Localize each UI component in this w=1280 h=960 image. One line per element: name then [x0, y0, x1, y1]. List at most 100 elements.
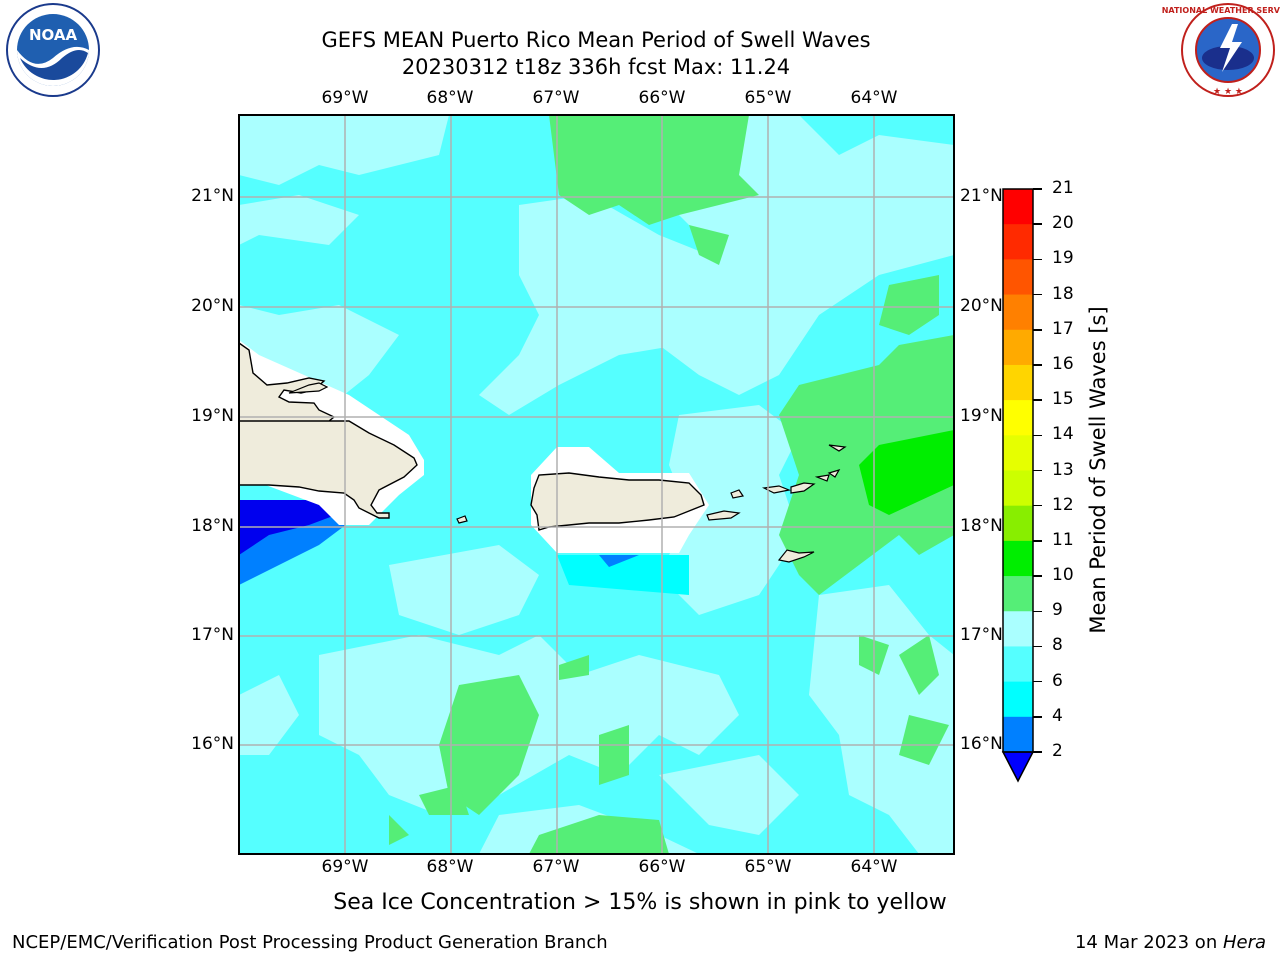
footer-branch: NCEP/EMC/Verification Post Processing Pr…: [12, 932, 608, 953]
colorbar-tick-label: 2: [1052, 741, 1063, 761]
graticule: [239, 115, 954, 854]
colorbar-bin: [1003, 611, 1033, 647]
lat-label-right: 21°N: [960, 186, 1003, 206]
svg-text:★ ★ ★: ★ ★ ★: [1213, 87, 1243, 97]
colorbar-bin: [1003, 540, 1033, 577]
colorbar-tick-label: 10: [1052, 565, 1074, 586]
st-croix: [777, 549, 815, 563]
colorbar-tick-label: 13: [1052, 459, 1074, 480]
colorbar-bin: [1003, 329, 1033, 366]
colorbar-extend-triangle: [1001, 751, 1035, 783]
colorbar-tick-mark: [1033, 188, 1042, 190]
lon-label-bottom: 65°W: [744, 857, 792, 877]
swell-field-2-4-pr: [599, 555, 639, 567]
lon-label-bottom: 68°W: [426, 857, 474, 877]
lon-label-bottom: 64°W: [850, 857, 898, 877]
colorbar-tick-label: 11: [1052, 529, 1074, 550]
lon-label-bottom: 67°W: [532, 857, 580, 877]
colorbar-tick-label: 17: [1052, 318, 1074, 339]
lon-label-top: 69°W: [321, 88, 369, 108]
colorbar-tick-mark: [1033, 716, 1042, 718]
colorbar-tick-mark: [1033, 399, 1042, 401]
lat-label-left: 17°N: [191, 625, 234, 645]
colorbar-tick-label: 12: [1052, 494, 1074, 515]
footer-date: 14 Mar 2023 on Hera: [1075, 932, 1266, 953]
colorbar: [1001, 188, 1035, 783]
colorbar-tick-mark: [1033, 434, 1042, 437]
footer-date-text: 14 Mar 2023 on: [1074, 932, 1223, 953]
colorbar-tick-mark: [1033, 364, 1042, 366]
map-panel: [238, 114, 955, 855]
colorbar-bin: [1003, 716, 1033, 753]
colorbar-bin: [1003, 364, 1033, 401]
colorbar-tick-mark: [1033, 258, 1042, 261]
colorbar-bin: [1003, 435, 1033, 471]
colorbar-tick-label: 18: [1052, 283, 1074, 304]
colorbar-tick-mark: [1033, 293, 1042, 296]
colorbar-tick-mark: [1033, 645, 1042, 648]
lat-label-right: 20°N: [960, 296, 1003, 316]
lat-label-left: 18°N: [191, 516, 234, 536]
lat-label-left: 19°N: [191, 406, 234, 426]
colorbar-bin: [1003, 224, 1033, 260]
noaa-logo-text: NOAA: [29, 26, 78, 44]
colorbar-tick-label: 6: [1052, 670, 1063, 691]
colorbar-tick-mark: [1033, 329, 1042, 331]
colorbar-tick-label: 16: [1052, 353, 1074, 374]
colorbar-tick-label: 8: [1052, 635, 1063, 656]
colorbar-tick-mark: [1033, 469, 1042, 472]
lon-label-top: 64°W: [850, 88, 898, 108]
lat-label-left: 20°N: [191, 296, 234, 316]
colorbar-bin: [1003, 681, 1033, 718]
lat-label-left: 16°N: [191, 734, 234, 754]
st-thomas: [761, 485, 792, 494]
colorbar-bin: [1003, 400, 1033, 436]
lat-label-right: 19°N: [960, 406, 1003, 426]
anegada: [828, 444, 847, 452]
colorbar-tick-mark: [1033, 504, 1042, 507]
colorbar-tick-mark: [1033, 751, 1042, 753]
lon-label-top: 68°W: [426, 88, 474, 108]
colorbar-tick-mark: [1033, 575, 1042, 577]
st-john-tortola: [790, 482, 816, 494]
colorbar-tick-mark: [1033, 680, 1042, 683]
colorbar-tick-mark: [1033, 223, 1042, 225]
lat-label-right: 16°N: [960, 734, 1003, 754]
lon-label-top: 67°W: [532, 88, 580, 108]
colorbar-bin: [1003, 646, 1033, 683]
map-title: GEFS MEAN Puerto Rico Mean Period of Swe…: [321, 28, 871, 52]
colorbar-tick-mark: [1033, 610, 1042, 612]
map-frame: [238, 114, 955, 855]
vieques: [706, 510, 741, 521]
puerto-rico-land: [530, 472, 705, 531]
colorbar-tick-label: 4: [1052, 705, 1063, 726]
colorbar-tick-label: 15: [1052, 389, 1074, 410]
culebra: [730, 489, 744, 499]
colorbar-bin: [1003, 576, 1033, 612]
lat-label-left: 21°N: [191, 186, 234, 206]
lat-label-right: 18°N: [960, 516, 1003, 536]
colorbar-tick-label: 9: [1052, 600, 1063, 621]
colorbar-label: Mean Period of Swell Waves [s]: [1086, 306, 1110, 634]
sea-ice-note: Sea Ice Concentration > 15% is shown in …: [333, 890, 947, 915]
lon-label-top: 65°W: [744, 88, 792, 108]
colorbar-tick-label: 14: [1052, 424, 1074, 445]
swell-field-10-11: [859, 430, 954, 515]
swell-field-4-6: [557, 555, 689, 595]
colorbar-tick-label: 20: [1052, 213, 1074, 234]
colorbar-bin: [1003, 470, 1033, 507]
svg-text:NATIONAL WEATHER SERVICE: NATIONAL WEATHER SERVICE: [1162, 6, 1280, 15]
colorbar-bin: [1003, 259, 1033, 296]
footer-machine: Hera: [1222, 932, 1266, 953]
lat-label-right: 17°N: [960, 625, 1003, 645]
colorbar-bin: [1003, 294, 1033, 331]
colorbar-bin: [1003, 505, 1033, 542]
map-subtitle: 20230312 t18z 336h fcst Max: 11.24: [401, 55, 791, 79]
colorbar-tick-label: 21: [1052, 178, 1074, 198]
colorbar-tick-mark: [1033, 540, 1042, 542]
mona-island: [456, 515, 468, 524]
colorbar-tick-label: 19: [1052, 248, 1074, 269]
lon-label-bottom: 69°W: [321, 857, 369, 877]
nws-logo: NATIONAL WEATHER SERVICE ★ ★ ★: [1162, 2, 1280, 98]
noaa-logo: NOAA: [2, 3, 104, 97]
